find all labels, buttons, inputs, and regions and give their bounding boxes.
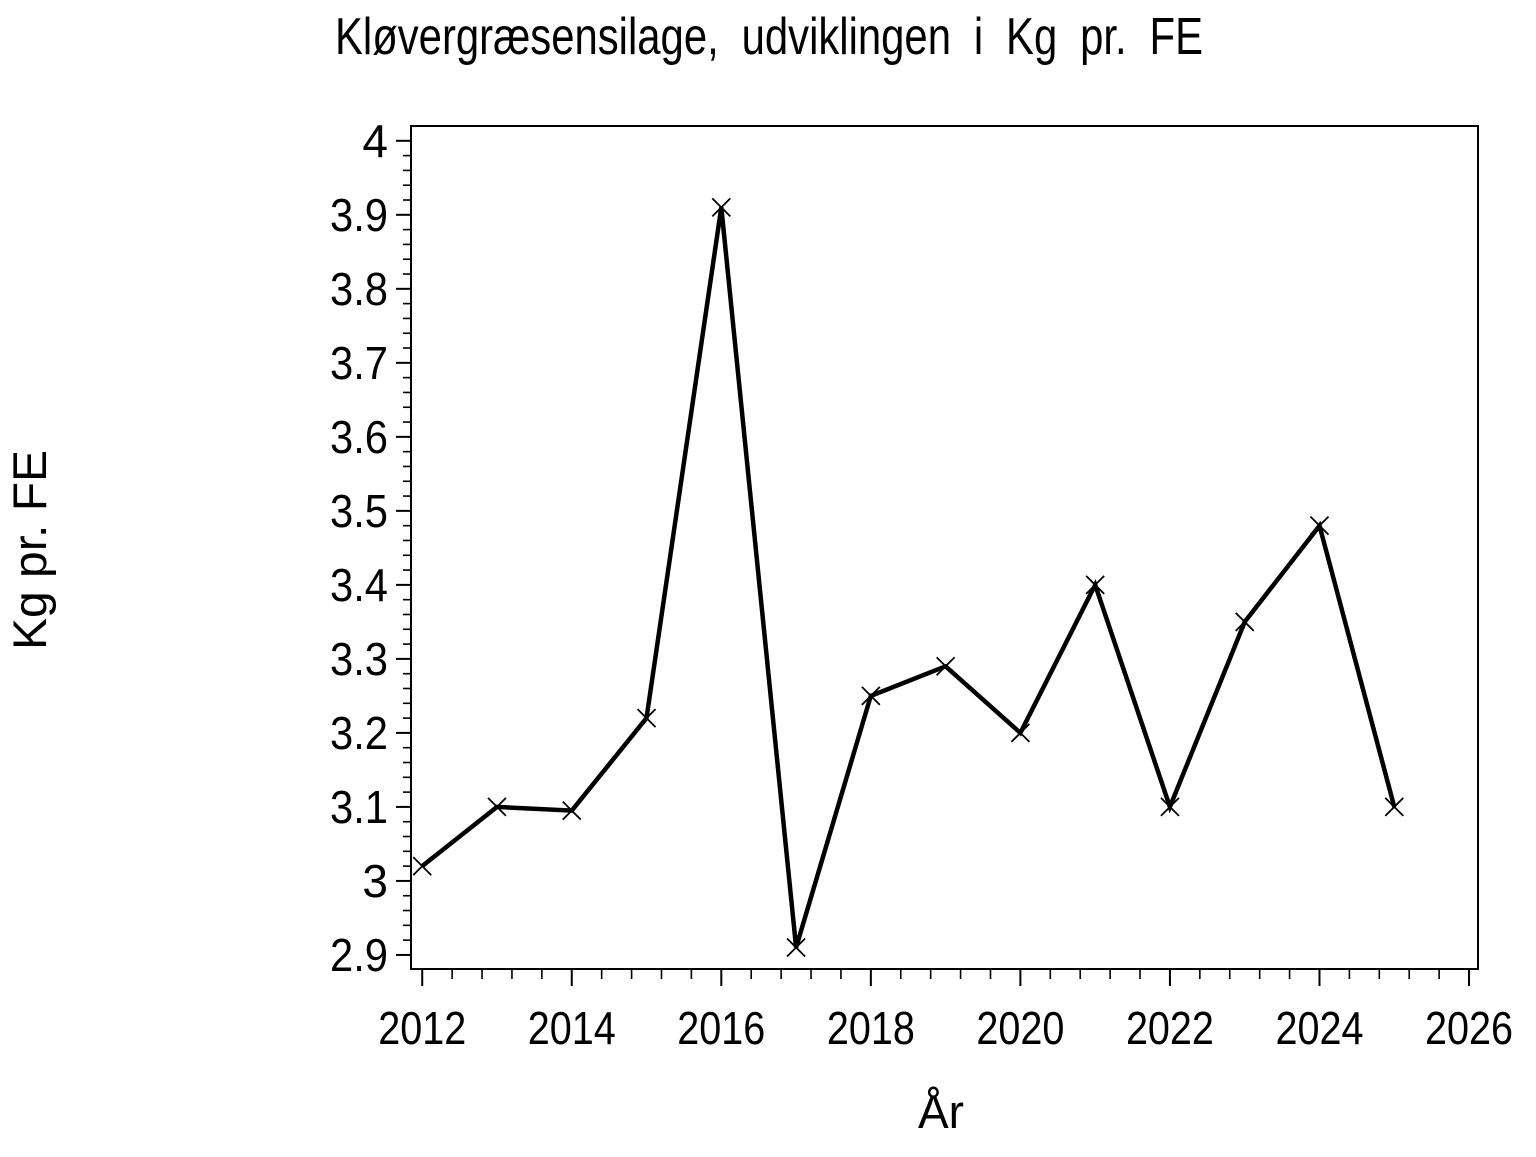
x-tick-label: 2016 (677, 1002, 765, 1054)
data-point-marker (1160, 797, 1180, 817)
marker-stroke (1160, 797, 1180, 817)
marker-stroke (1309, 516, 1330, 536)
y-tick-label: 3.7 (330, 337, 388, 389)
marker-stroke (562, 800, 582, 821)
data-point-marker (1384, 797, 1404, 817)
marker-stroke (786, 937, 806, 958)
marker-stroke (935, 656, 956, 676)
data-point-marker (1010, 723, 1031, 743)
chart-title: Kløvergræsensilage, udviklingen i Kg pr.… (335, 8, 1203, 66)
x-tick-label: 2026 (1425, 1002, 1513, 1054)
y-tick-label: 3.8 (330, 263, 388, 315)
y-tick-label: 3.4 (330, 559, 388, 611)
x-tick-label: 2012 (378, 1002, 466, 1054)
data-point-marker (711, 197, 731, 218)
data-point-marker (786, 937, 806, 958)
x-tick-label: 2014 (528, 1002, 616, 1054)
x-tick-label: 2018 (827, 1002, 915, 1054)
data-point-marker (636, 708, 657, 728)
marker-stroke (1010, 723, 1031, 743)
y-axis-label: Kg pr. FE (3, 450, 56, 650)
data-series (412, 197, 1404, 958)
x-axis-label: År (918, 1085, 964, 1138)
x-tick-label: 2022 (1126, 1002, 1214, 1054)
marker-stroke (711, 197, 731, 218)
data-point-marker (935, 656, 956, 676)
y-tick-label: 3.1 (330, 781, 388, 833)
y-tick-label: 3.9 (330, 189, 388, 241)
marker-stroke (861, 686, 881, 706)
data-point-marker (562, 800, 582, 821)
y-tick-label: 2.9 (330, 929, 388, 981)
marker-stroke (1235, 612, 1255, 632)
y-tick-label: 3 (362, 855, 388, 907)
marker-stroke (412, 856, 432, 876)
marker-stroke (487, 797, 507, 817)
data-point-marker (412, 856, 432, 876)
marker-stroke (1085, 575, 1105, 595)
y-tick-label: 4 (362, 115, 388, 167)
data-point-marker (1309, 516, 1330, 536)
y-tick-label: 3.2 (330, 707, 388, 759)
x-tick-label: 2024 (1275, 1002, 1363, 1054)
marker-stroke (636, 708, 657, 728)
data-line (420, 207, 1397, 949)
axes: 2012 2014 2016 2018 2020 2022 2024 2026 2.9 3 3.1 3… (330, 115, 1513, 1054)
data-point-marker (487, 797, 507, 817)
plot-frame (410, 125, 1479, 970)
y-tick-label: 3.3 (330, 633, 388, 685)
marker-stroke (1384, 797, 1404, 817)
data-point-marker (1235, 612, 1255, 632)
y-tick-label: 3.6 (330, 411, 388, 463)
data-point-marker (861, 686, 881, 706)
data-point-marker (1085, 575, 1105, 595)
x-tick-label: 2020 (976, 1002, 1064, 1054)
y-tick-label: 3.5 (330, 485, 388, 537)
